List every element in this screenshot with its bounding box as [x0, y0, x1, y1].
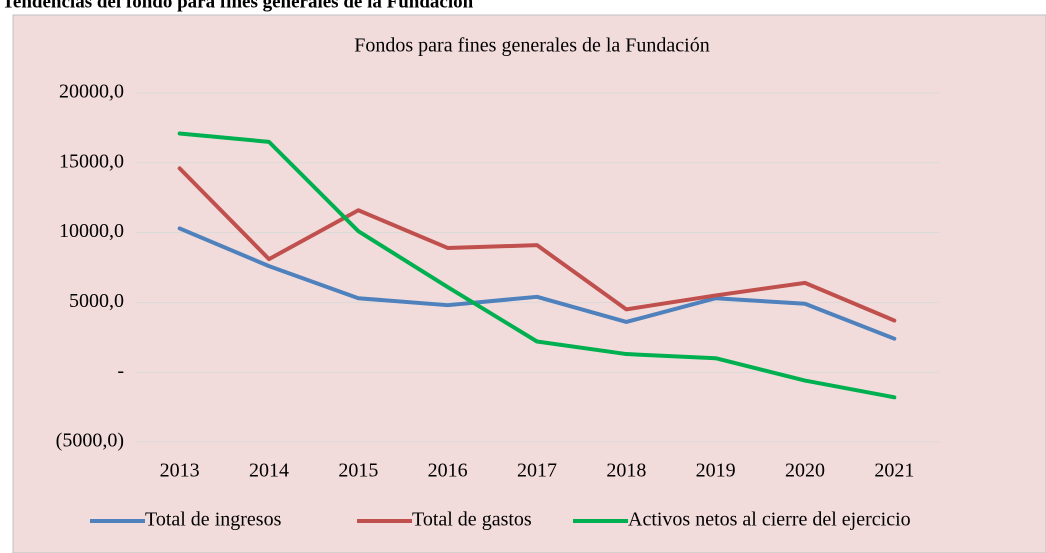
series-line — [177, 226, 897, 341]
x-tick-label: 2014 — [249, 460, 289, 482]
x-tick-label: 2013 — [160, 460, 200, 482]
y-tick-label: 20000,0 — [59, 81, 124, 103]
x-tick-label: 2021 — [874, 460, 914, 482]
x-tick-label: 2020 — [785, 460, 825, 482]
chart-background — [12, 14, 1046, 553]
series-line — [177, 131, 897, 400]
x-tick-label: 2019 — [696, 460, 736, 482]
legend-label: Total de ingresos — [145, 509, 282, 531]
y-tick-label: 15000,0 — [59, 150, 124, 172]
y-tick-label: 5000,0 — [69, 290, 124, 312]
legend-label: Total de gastos — [412, 509, 532, 531]
chart-title: Fondos para fines generales de la Fundac… — [354, 35, 709, 57]
x-tick-label: 2015 — [338, 460, 378, 482]
x-tick-label: 2017 — [517, 460, 557, 482]
y-tick-label: (5000,0) — [56, 430, 124, 452]
x-tick-label: 2018 — [606, 460, 646, 482]
heading: Tendencias del fondo para fines generale… — [2, 0, 474, 12]
legend-label: Activos netos al cierre del ejercicio — [628, 509, 911, 531]
series-line — [177, 166, 897, 323]
x-tick-label: 2016 — [428, 460, 468, 482]
y-tick-label: - — [117, 360, 124, 382]
y-tick-label: 10000,0 — [59, 220, 124, 242]
